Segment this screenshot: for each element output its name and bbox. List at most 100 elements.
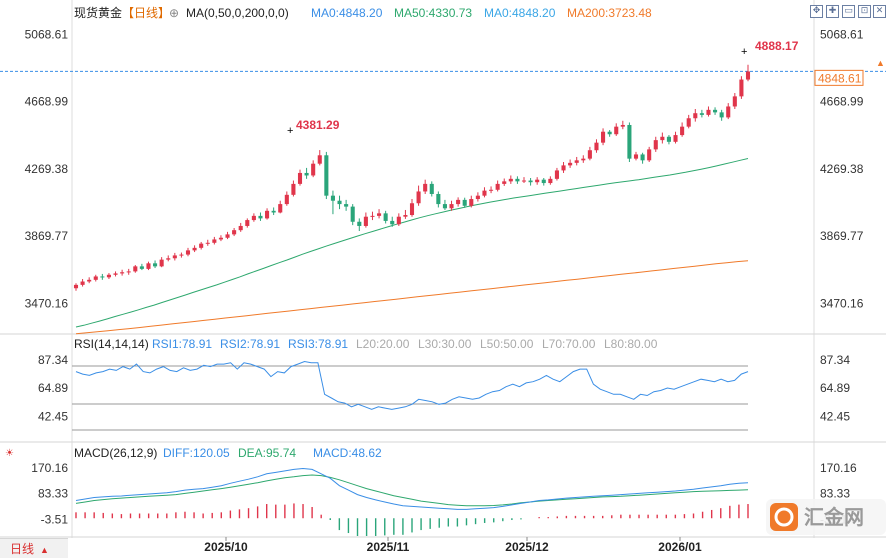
macd-settings-icon[interactable]: ☀	[5, 448, 14, 459]
rsi-legend-item: L30:30.00	[418, 337, 472, 351]
candle-body	[297, 172, 303, 184]
candle-body	[324, 155, 329, 196]
candle-body	[587, 150, 592, 159]
macd-legend-item: MACD:48.62	[313, 446, 382, 460]
ma-settings-label: MA(0,50,0,200,0,0)	[186, 6, 289, 20]
ma0-value-2: MA0:4848.20	[484, 6, 556, 20]
candle-body	[693, 113, 698, 119]
period-selector-tab[interactable]: 日线 ▲	[0, 538, 68, 558]
candle-body	[502, 181, 507, 184]
close-icon[interactable]: ✕	[873, 5, 886, 18]
macd-tick-right: 170.16	[820, 461, 857, 475]
price-tick-right: 3470.16	[820, 296, 864, 310]
macd-legend-item: DEA:95.74	[238, 446, 296, 460]
candle-body	[370, 215, 375, 217]
ma200-line	[75, 260, 749, 335]
candle-body	[139, 266, 144, 269]
candle-body	[80, 281, 85, 285]
candle-body	[732, 96, 737, 107]
candle-body	[416, 191, 421, 204]
candle-body	[317, 155, 322, 164]
candle-body	[396, 216, 401, 225]
date-axis: 2025/10 2025/11 2025/12 2026/01	[204, 537, 702, 554]
price-tick-right: 5068.61	[820, 27, 864, 41]
price-tick-right: 3869.77	[820, 229, 864, 243]
candle-body	[554, 170, 559, 179]
candle-body	[508, 178, 513, 182]
price-tick-left: 3470.16	[25, 296, 69, 310]
rsi-legend-item: RSI2:78.91	[220, 337, 280, 351]
crosshair-icon[interactable]: ✚	[826, 5, 839, 18]
candle-body	[535, 179, 540, 183]
candle-body	[449, 204, 454, 209]
candle-body	[212, 239, 217, 243]
candle-body	[337, 200, 342, 205]
minimize-icon[interactable]: ▭	[842, 5, 855, 18]
candle-body	[245, 220, 250, 226]
candle-body	[403, 215, 408, 217]
candle-body	[265, 210, 270, 219]
ma200-value: MA200:3723.48	[567, 6, 652, 20]
period-label: 【日线】	[122, 6, 170, 20]
candle-body	[601, 131, 606, 143]
candle-body	[620, 124, 625, 127]
candle-body	[205, 242, 210, 244]
candle-body	[666, 136, 671, 142]
candle-body	[739, 79, 744, 97]
ma50-value: MA50:4330.73	[394, 6, 472, 20]
candle-body	[311, 163, 316, 176]
candle-body	[106, 274, 111, 278]
rsi-legend-item: RSI1:78.91	[152, 337, 212, 351]
symbol-label: 现货黄金	[74, 5, 122, 20]
current-price-box	[814, 69, 864, 86]
candle-body	[113, 273, 118, 275]
candle-body	[574, 160, 579, 163]
candle-body	[614, 126, 619, 135]
logo: 汇金网	[766, 499, 886, 535]
date-tick-label: 2025/12	[505, 540, 549, 554]
candle-body	[469, 199, 474, 206]
diff-line	[75, 467, 749, 510]
macd-tick-left: 170.16	[31, 461, 68, 475]
rsi-legend-item: L50:50.00	[480, 337, 534, 351]
candle-body	[390, 220, 395, 225]
candle-body	[495, 183, 500, 190]
candle-body	[462, 199, 467, 206]
candle-body	[581, 158, 586, 161]
price-tick-left: 4269.38	[25, 162, 69, 176]
candle-body	[548, 178, 553, 184]
candle-body	[344, 204, 349, 207]
candle-body	[706, 109, 711, 115]
period-tab-label: 日线	[10, 542, 35, 556]
candle-body	[482, 190, 487, 196]
settings-gear-icon[interactable]: ⊕	[169, 6, 179, 20]
rsi-tick-right: 87.34	[820, 353, 850, 367]
candle-body	[251, 215, 256, 221]
macd-tick-right: 83.33	[820, 487, 850, 501]
candle-body	[146, 263, 151, 269]
dea-line	[75, 474, 749, 507]
move-icon[interactable]: ✥	[810, 5, 823, 18]
logo-text: 汇金网	[804, 505, 864, 529]
candle-body	[680, 126, 685, 136]
price-tick-right: 4668.99	[820, 95, 864, 109]
candle-body	[745, 71, 751, 80]
candle-body	[436, 193, 441, 205]
candle-body	[521, 180, 527, 182]
candle-body	[133, 266, 138, 272]
candle-body	[100, 276, 105, 278]
maximize-icon[interactable]: ⊡	[858, 5, 871, 18]
candle-body	[357, 221, 362, 226]
candle-body	[561, 165, 566, 171]
price-tick-left: 4668.99	[25, 95, 69, 109]
high-marker-icon: +	[741, 46, 747, 58]
candle-body	[159, 259, 164, 267]
macd-legend: DIFF:120.05 DEA:95.74 MACD:48.62	[163, 446, 382, 460]
date-tick-label: 2026/01	[658, 540, 702, 554]
candle-body	[515, 178, 520, 182]
rsi-legend-item: L20:20.00	[356, 337, 410, 351]
current-price-label: 4848.61	[818, 71, 862, 85]
price-axis: 5068.61 5068.61 4668.99 4668.99 4269.38 4269.…	[25, 27, 864, 310]
